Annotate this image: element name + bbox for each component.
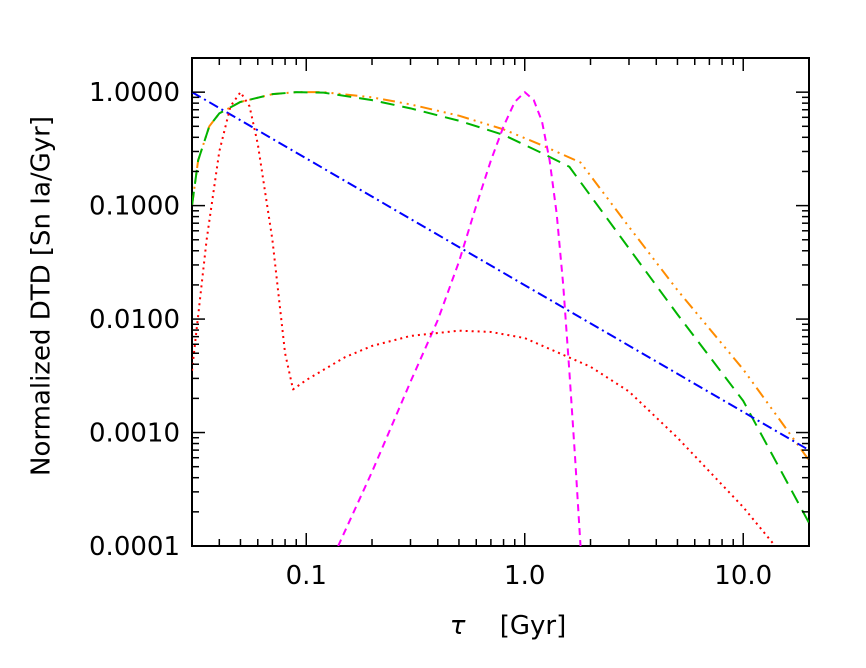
series-line-2 — [192, 91, 809, 524]
series-line-3 — [192, 91, 809, 451]
tick-labels-group: 0.1 1.0 10.0 1.0000 0.1000 0.0100 0.0010 0.0001 — [89, 78, 772, 591]
y-axis-title: Normalized DTD [Sn Ia/Gyr] — [27, 116, 57, 476]
y-tick-label: 0.0010 — [89, 419, 180, 449]
series-group — [192, 91, 809, 546]
y-tick-label: 0.0001 — [89, 532, 180, 562]
y-tick-label: 0.1000 — [89, 192, 180, 222]
x-axis-symbol: τ — [450, 611, 466, 641]
plot-frame — [191, 57, 810, 547]
x-axis-title: τ [Gyr] — [450, 611, 566, 641]
x-tick-label: 10.0 — [714, 561, 772, 591]
x-tick-label: 1.0 — [504, 561, 545, 591]
y-tick-label: 1.0000 — [89, 78, 180, 108]
y-tick-label: 0.0100 — [89, 305, 180, 335]
series-line-5 — [192, 91, 776, 546]
series-line-4 — [337, 91, 582, 546]
series-line-1 — [192, 91, 809, 461]
x-axis-unit: [Gyr] — [500, 611, 567, 641]
ticks-group — [191, 57, 810, 547]
x-tick-label: 0.1 — [286, 561, 327, 591]
